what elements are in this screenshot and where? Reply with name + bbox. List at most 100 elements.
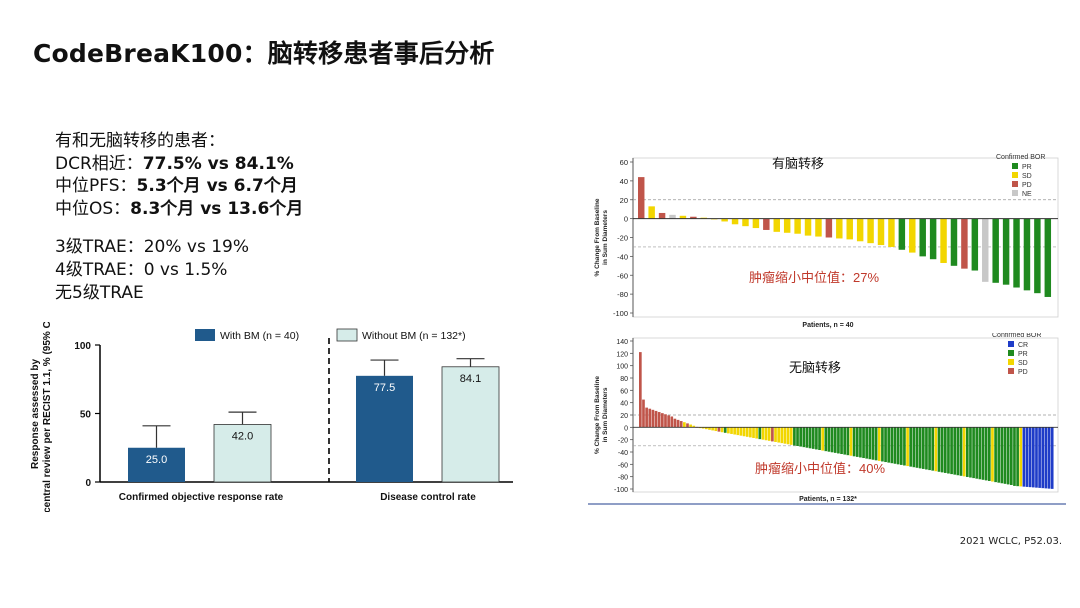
bar-data-label: 25.0 [146,454,167,466]
y-tick-label: 0 [85,478,91,489]
legend-swatch-SD [1008,359,1014,365]
waterfall-bar-PR [959,427,963,476]
y-tick-label: 60 [620,388,628,395]
waterfall-bar-PR [887,427,891,463]
waterfall-bar-PR [931,427,935,471]
waterfall-bar-PR [971,218,979,271]
y-tick-label: 0 [624,425,628,432]
waterfall-bar-SD [721,218,728,222]
legend-swatch-CR [1008,341,1014,347]
waterfall-bar-PR [871,427,875,460]
waterfall-bar-CR [1035,427,1038,488]
slide-title: CodeBreaK100：脑转移患者事后分析 [33,39,495,68]
waterfall-bar-PR [956,427,960,476]
waterfall-bar-PR [898,218,906,250]
waterfall-bar-SD [745,427,749,437]
waterfall-bar-PR [943,427,947,473]
waterfall-bar-SD [789,427,793,445]
waterfall-bar-SD [705,427,708,430]
waterfall-bar-PR [903,427,906,466]
waterfall-bar-PR [994,427,997,483]
waterfall-bar-SD [727,427,730,434]
waterfall-bar-PR [1013,218,1020,288]
response-rate-bar-chart: 0 50 100 Response assessed bycentral review… [30,322,513,512]
y-tick-label: -60 [618,462,628,469]
panel-title: 无脑转移 [789,360,841,375]
waterfall-bar-PD [763,218,770,230]
y-tick-label: -60 [617,271,628,280]
waterfall-bar-PR [912,427,916,468]
waterfall-with-bm: 60 40 20 0 -20 -40 -60 -80 -100 % Change From Bas… [594,154,1059,329]
waterfall-bar-SD [708,427,711,430]
waterfall-bar-PR [969,427,972,478]
waterfall-bar-PR [793,427,796,446]
waterfall-bar-SD [752,218,760,229]
waterfall-bar-PR [830,427,834,453]
waterfall-bar-PR [1034,218,1041,294]
waterfall-bar-PR [925,427,928,470]
waterfall-bar-SD [783,218,791,233]
waterfall-bar-PR [805,427,809,448]
waterfall-bar-SD [940,218,947,263]
waterfall-bar-SD [877,427,881,461]
waterfall-bar-SD [821,427,825,451]
waterfall-bar-SD [773,218,780,232]
waterfall-bar-PR [815,427,818,450]
waterfall-bar-PR [859,427,862,458]
pfs-label: 中位PFS： [55,176,137,197]
waterfall-bar-SD [739,427,743,436]
legend-title: Confirmed BOR [992,333,1041,339]
legend-swatch-PD [1008,368,1014,374]
waterfall-bar-PR [1006,427,1010,485]
waterfall-bar-NE [982,218,989,282]
waterfall-bar-PR [811,427,815,449]
waterfall-bar-SD [962,427,966,477]
waterfall-bar-PR [1016,427,1019,487]
waterfall-bar-CR [1031,427,1035,488]
waterfall-bar-PR [824,427,828,452]
y-axis-label: in Sum Diameters [602,387,609,442]
waterfall-bar-SD [774,427,777,442]
legend-swatch-NE [1012,190,1018,196]
waterfall-bar-PR [723,427,727,433]
legend-swatch-PD [1012,181,1018,187]
waterfall-bar-PR [802,427,806,448]
waterfall-bar-SD [783,427,787,444]
y-axis-label-line: central review per RECIST 1.1, % (95% CI… [42,322,53,512]
waterfall-bar-SD [749,427,752,438]
waterfall-bar-PR [896,427,900,465]
legend-swatch-with-bm [195,329,215,341]
waterfall-bar-PR [799,427,803,447]
waterfall-bar-SD [711,427,714,431]
waterfall-bar-SD [767,427,771,441]
bar-data-label: 77.5 [374,382,395,394]
waterfall-bar-PR [919,218,926,257]
waterfall-bar-PR [846,427,850,456]
waterfall-bar-PR [992,218,999,283]
waterfall-bar-PR [915,427,919,468]
bar-with-bm [128,447,185,482]
waterfall-bar-PD [690,216,697,219]
legend-label: SD [1018,360,1028,367]
waterfall-bar-PR [965,427,969,477]
legend-swatch-PR [1012,163,1018,169]
waterfall-bar-PR [1000,427,1004,484]
summary-trae3: 3级TRAE：20% vs 19% [55,237,249,258]
y-tick-label: 60 [620,158,628,167]
summary-pfs: 中位PFS：5.3个月 vs 6.7个月 [55,175,303,198]
waterfall-bar-SD [733,427,736,435]
waterfall-bar-PR [929,218,937,260]
dcr-label: DCR相近： [55,153,143,174]
waterfall-bar-SD [815,218,822,237]
waterfall-bar-PR [833,427,837,453]
y-tick-label: -20 [618,438,628,445]
legend-label: NE [1022,191,1032,198]
waterfall-bar-SD [700,217,708,219]
waterfall-bar-PD [651,409,655,428]
waterfall-bar-SD [991,427,994,482]
waterfall-bar-PR [972,427,975,479]
waterfall-bar-PR [1003,427,1007,484]
waterfall-bar-SD [780,427,784,444]
waterfall-bar-SD [1019,427,1023,487]
summary-trae4: 4级TRAE：0 vs 1.5% [55,259,228,280]
